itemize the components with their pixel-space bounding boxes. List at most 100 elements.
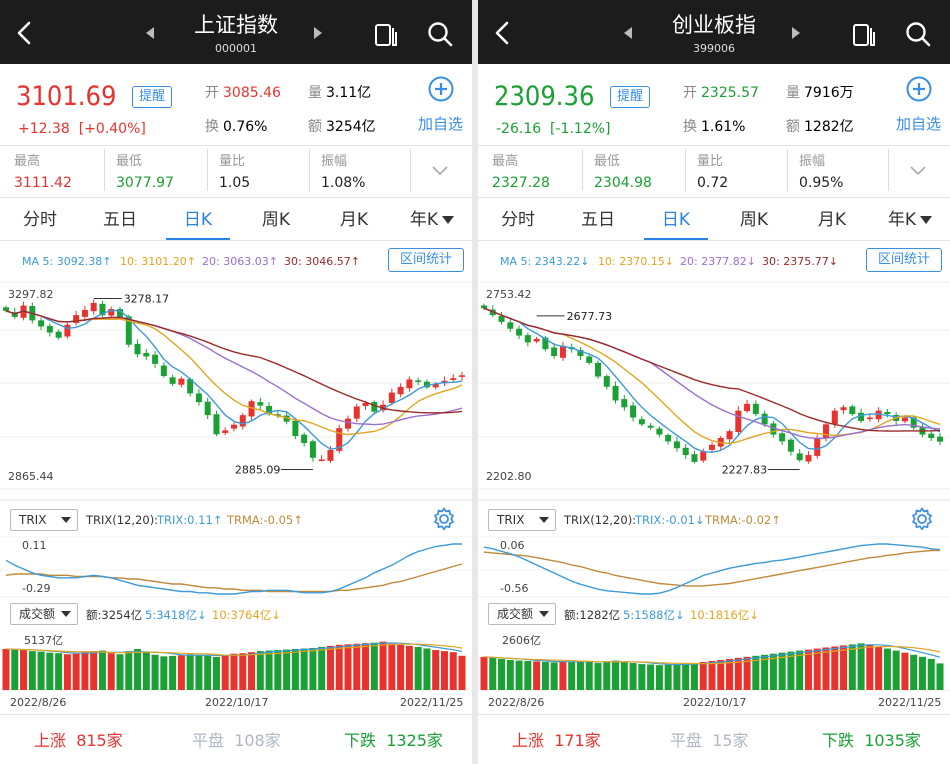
add-watchlist-button[interactable]: 加自选 [418, 115, 464, 133]
up-count[interactable]: 上涨 815家 [34, 727, 123, 751]
up-value: 171家 [554, 731, 601, 750]
date-end: 2022/11/25 [400, 696, 464, 709]
candle-body [362, 402, 369, 407]
candle-body [432, 383, 439, 388]
candle-body [595, 362, 601, 377]
down-count[interactable]: 下跌 1325家 [344, 727, 443, 751]
trix-selector[interactable]: TRIX [10, 509, 78, 531]
chevron-down-icon[interactable] [432, 166, 448, 176]
tab-0[interactable]: 分时 [8, 200, 72, 240]
volume-bar [318, 646, 326, 690]
volume-bar [726, 658, 734, 690]
triangle-right-icon[interactable] [314, 27, 322, 39]
tab-label: 周K [739, 210, 769, 230]
candle-body [204, 401, 211, 416]
volume-ma10: 10:1816亿↓ [690, 608, 759, 622]
amount-value: 3254亿 [326, 119, 376, 135]
range-stats-button[interactable]: 区间统计 [388, 248, 464, 272]
candle-body [656, 428, 663, 435]
index-title: 上证指数 [194, 13, 278, 37]
tab-1[interactable]: 五日 [566, 200, 630, 240]
volume-bar [20, 650, 28, 690]
tab-4[interactable]: 月K [800, 200, 864, 240]
triangle-left-icon[interactable] [146, 27, 154, 39]
candle-body [831, 410, 838, 425]
candle-body [187, 379, 194, 394]
candle-body [551, 347, 558, 357]
candle-body [901, 417, 908, 422]
divider [787, 149, 788, 191]
amount-label: 额 [308, 119, 322, 135]
split-screen-icon[interactable] [851, 22, 877, 48]
plus-circle-icon[interactable] [428, 76, 454, 102]
plus-circle-icon[interactable] [906, 76, 932, 102]
triangle-left-icon[interactable] [624, 27, 632, 39]
candle-body [744, 403, 751, 412]
candle-body [134, 343, 141, 355]
search-icon[interactable] [904, 20, 932, 48]
range-stats-button[interactable]: 区间统计 [866, 248, 942, 272]
triangle-right-icon[interactable] [792, 27, 800, 39]
trix-top-label: 0.11 [22, 539, 47, 552]
back-arrow-icon[interactable] [488, 18, 518, 48]
stat-label: 振幅 [321, 154, 348, 169]
tab-label: 分时 [501, 210, 535, 230]
candle-body [823, 424, 829, 439]
volume-bar [353, 643, 361, 690]
add-watchlist-button[interactable]: 加自选 [896, 115, 942, 133]
chevron-down-icon[interactable] [910, 166, 926, 176]
tab-5[interactable]: 年K [878, 200, 942, 240]
volume-ma5: 5:1588亿↓ [623, 608, 685, 622]
trma-value: TRMA:-0.02↑ [705, 513, 781, 527]
tab-2[interactable]: 日K [166, 200, 230, 240]
flat-count[interactable]: 平盘 15家 [670, 727, 749, 751]
search-icon[interactable] [426, 20, 454, 48]
candle-body [143, 352, 150, 357]
kline-chart[interactable]: 2677.73 2227.83 [478, 0, 950, 714]
candle-body [283, 415, 290, 422]
volume-selector[interactable]: 成交额 [10, 603, 78, 625]
ma20-label: 20: 2377.82↓ [680, 255, 756, 268]
tab-1[interactable]: 五日 [88, 200, 152, 240]
tab-label: 分时 [23, 210, 57, 230]
volume-selector[interactable]: 成交额 [488, 603, 556, 625]
candle-body [195, 393, 202, 403]
divider [104, 149, 105, 191]
remind-button[interactable]: 提醒 [610, 86, 650, 108]
volume-bar [585, 662, 593, 690]
stat-value: 0.72 [697, 175, 729, 191]
flat-count[interactable]: 平盘 108家 [192, 727, 281, 751]
candle-body [406, 379, 413, 389]
candle-body [937, 436, 943, 442]
volume-bar [866, 644, 874, 690]
volume-ma5-line [483, 644, 941, 666]
volume-bar [515, 660, 523, 690]
tab-4[interactable]: 月K [322, 200, 386, 240]
volume-bar [142, 652, 150, 690]
candle-body [64, 324, 71, 337]
candle-body [805, 455, 812, 462]
candle-body [866, 417, 873, 420]
tab-0[interactable]: 分时 [486, 200, 550, 240]
gear-icon[interactable] [432, 507, 456, 531]
up-count[interactable]: 上涨 171家 [512, 727, 601, 751]
gear-icon[interactable] [910, 507, 934, 531]
tab-3[interactable]: 周K [244, 200, 308, 240]
kline-chart[interactable]: 3278.17 2885.09 [0, 0, 472, 714]
volume-bar [405, 645, 413, 690]
candle-body [345, 418, 351, 429]
candle-body [239, 415, 246, 427]
amount-value: 1282亿 [804, 119, 854, 135]
candle-body [257, 402, 264, 406]
back-arrow-icon[interactable] [10, 18, 40, 48]
trix-selector[interactable]: TRIX [488, 509, 556, 531]
volume-bar [708, 660, 716, 690]
tab-5[interactable]: 年K [400, 200, 464, 240]
volume-bar [169, 655, 177, 690]
tab-2[interactable]: 日K [644, 200, 708, 240]
remind-button[interactable]: 提醒 [132, 86, 172, 108]
split-screen-icon[interactable] [373, 22, 399, 48]
down-count[interactable]: 下跌 1035家 [822, 727, 921, 751]
volume-bar [620, 662, 628, 690]
tab-3[interactable]: 周K [722, 200, 786, 240]
